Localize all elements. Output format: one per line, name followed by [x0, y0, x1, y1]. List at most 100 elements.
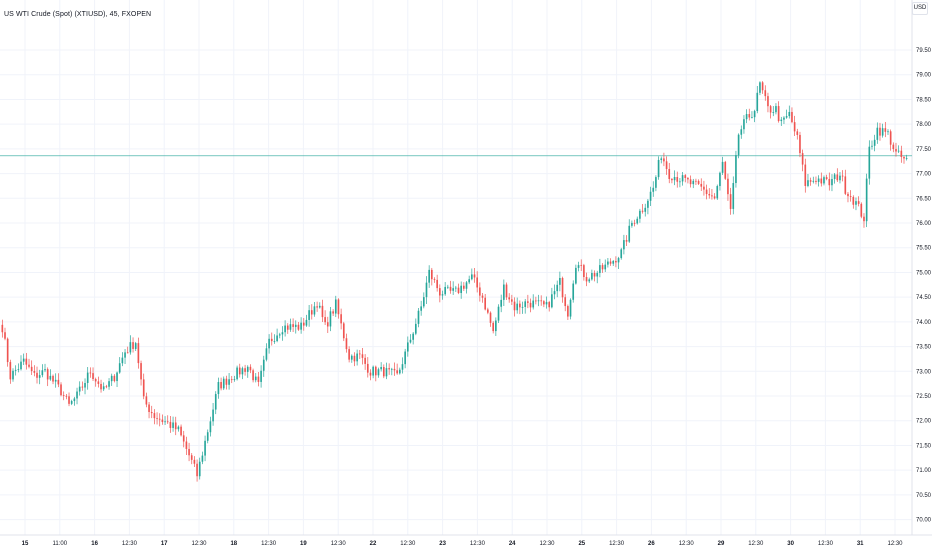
candle-body	[185, 441, 188, 449]
candle-body	[406, 342, 409, 352]
candle-body	[124, 352, 126, 358]
candle-body	[254, 376, 257, 381]
candle-body	[70, 401, 73, 404]
candle-body	[92, 373, 94, 380]
candle-body	[36, 372, 38, 378]
candle-body	[177, 426, 180, 430]
candle-body	[257, 376, 260, 382]
candles	[1, 81, 908, 482]
candle-body	[262, 359, 265, 371]
currency-badge[interactable]: USD	[912, 2, 928, 15]
candle-body	[527, 301, 529, 303]
candle-body	[836, 174, 839, 181]
candle-body	[679, 181, 681, 183]
price-tick-label: 73.00	[916, 369, 932, 375]
candle-body	[860, 203, 863, 217]
candle-body	[476, 277, 479, 288]
candle-body	[676, 176, 679, 182]
candle-body	[663, 158, 665, 162]
candle-body	[537, 300, 540, 302]
candle-body	[668, 169, 671, 179]
candle-body	[516, 303, 519, 311]
candle-body	[849, 196, 852, 197]
candle-body	[369, 372, 372, 376]
candle-body	[655, 177, 657, 188]
candle-body	[206, 432, 209, 441]
candle-body	[188, 448, 190, 456]
candle-body	[596, 272, 599, 277]
candle-body	[289, 324, 292, 330]
candle-body	[799, 134, 801, 154]
candle-body	[374, 366, 377, 376]
candle-body	[903, 157, 905, 159]
candle-body	[196, 463, 198, 477]
candle-body	[60, 384, 62, 396]
candle-body	[796, 131, 799, 135]
candle-body	[129, 342, 132, 353]
time-axis[interactable]: 15 11:00 16 12:30 17 12:30 18 12:30 19 12:30 22 12:…	[22, 541, 904, 547]
candle-body	[564, 297, 567, 307]
candle-body	[281, 332, 284, 335]
candle-body	[719, 172, 721, 187]
price-tick-label: 78.50	[916, 97, 932, 103]
candle-body	[225, 378, 228, 385]
candle-body	[724, 161, 727, 179]
candle-body	[345, 338, 348, 350]
candle-body	[4, 332, 6, 339]
grid-lines	[0, 0, 912, 535]
candle-body	[519, 303, 521, 308]
symbol-title[interactable]: US WTI Crude (Spot) (XTIUSD), 45, FXOPEN	[4, 11, 152, 18]
candle-body	[484, 297, 487, 310]
candle-body	[628, 225, 631, 242]
candle-body	[76, 391, 78, 399]
time-tick-label: 12:30	[679, 541, 695, 547]
candle-body	[17, 369, 20, 371]
candle-body	[889, 131, 892, 145]
candle-body	[463, 285, 465, 289]
candle-body	[708, 194, 711, 196]
candle-body	[625, 240, 628, 242]
candle-body	[404, 351, 406, 365]
candle-body	[172, 422, 174, 428]
candle-body	[110, 375, 113, 382]
candle-body	[350, 355, 353, 360]
time-tick-label: 17	[161, 541, 168, 547]
candle-body	[308, 310, 310, 320]
candle-body	[481, 295, 484, 298]
candle-body	[217, 382, 220, 395]
candle-body	[823, 177, 825, 184]
candle-body	[767, 96, 769, 107]
candle-body	[575, 267, 577, 284]
candle-body	[780, 119, 783, 122]
candle-body	[228, 379, 230, 385]
candle-body	[505, 284, 508, 298]
candle-body	[825, 177, 828, 179]
price-tick-label: 79.50	[916, 48, 932, 54]
candle-body	[49, 375, 52, 380]
candle-body	[249, 366, 252, 371]
candle-body	[12, 370, 14, 380]
candle-body	[852, 196, 855, 205]
candle-body	[759, 82, 761, 93]
candle-body	[732, 183, 735, 209]
candle-body	[89, 372, 92, 374]
candle-body	[436, 279, 438, 289]
candle-body	[68, 396, 70, 404]
time-tick-label: 23	[439, 541, 446, 547]
candle-body	[33, 371, 36, 373]
time-tick-label: 12:30	[122, 541, 138, 547]
candle-body	[807, 180, 809, 186]
candle-body	[164, 421, 166, 423]
candle-body	[297, 324, 300, 330]
price-tick-label: 71.00	[916, 468, 932, 474]
candle-body	[839, 175, 841, 181]
candle-body	[863, 216, 865, 222]
candle-body	[52, 375, 54, 382]
candle-body	[182, 435, 185, 442]
time-tick-label: 12:30	[818, 541, 834, 547]
price-axis[interactable]: 79.50 79.00 78.50 78.00 77.50 77.00 76.50 76.00…	[916, 48, 932, 524]
price-tick-label: 70.00	[916, 518, 932, 524]
candle-body	[497, 306, 500, 321]
candle-body	[409, 339, 412, 343]
